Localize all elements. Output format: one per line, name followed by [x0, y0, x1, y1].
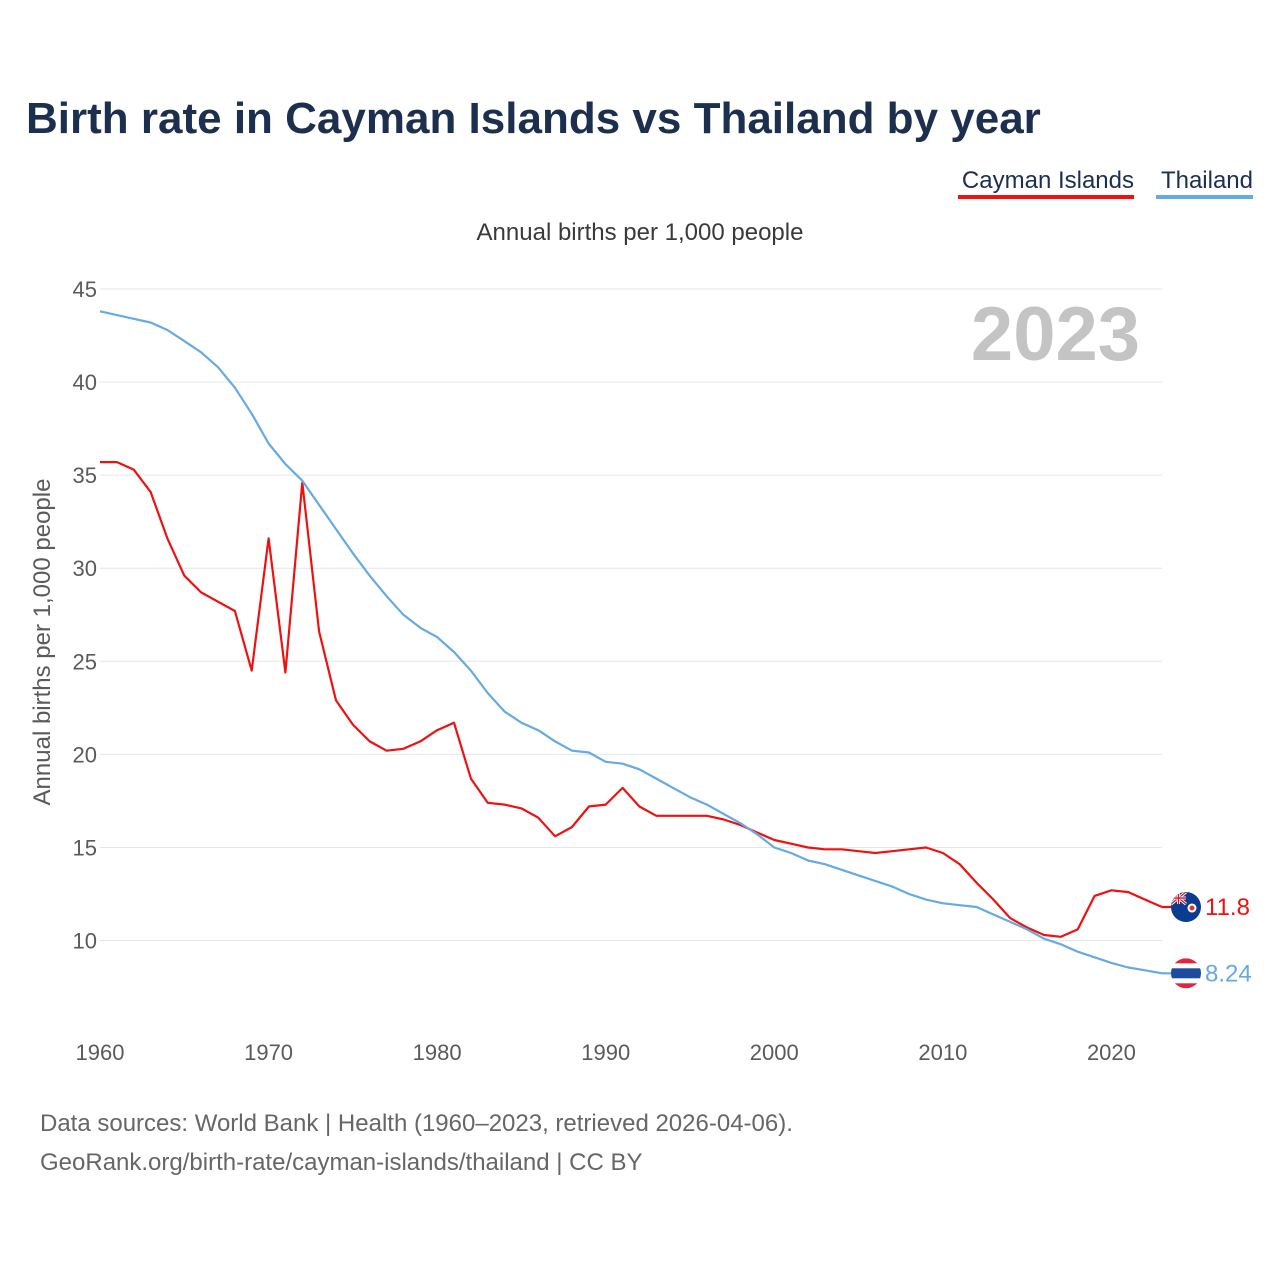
end-value-label-cayman-islands: 11.8	[1205, 894, 1250, 921]
legend-item-cayman-islands[interactable]: Cayman Islands	[958, 167, 1134, 199]
y-tick-label: 25	[73, 649, 97, 674]
x-tick-label: 2010	[918, 1040, 967, 1065]
series-line-cayman-islands[interactable]	[100, 461, 1163, 938]
current-year-label: 2023	[971, 292, 1140, 377]
x-tick-label: 1970	[244, 1040, 293, 1065]
legend-swatch-thailand	[1156, 195, 1253, 199]
series-lines	[99, 310, 1186, 975]
chart-title: Birth rate in Cayman Islands vs Thailand…	[26, 94, 1041, 143]
y-tick-label: 30	[73, 556, 97, 581]
x-tick-label: 1980	[413, 1040, 462, 1065]
y-tick-label: 10	[73, 929, 97, 954]
legend-label-cayman-islands: Cayman Islands	[962, 167, 1134, 194]
y-tick-label: 35	[73, 463, 97, 488]
x-tick-label: 1960	[76, 1040, 125, 1065]
legend-swatch-cayman-islands	[958, 195, 1134, 199]
thailand-flag-icon	[1171, 958, 1201, 989]
y-tick-label: 45	[73, 277, 97, 302]
y-tick-label: 15	[73, 835, 97, 860]
legend: Cayman Islands Thailand	[958, 167, 1253, 199]
chart-subtitle: Annual births per 1,000 people	[477, 219, 804, 246]
x-axis-ticks: 1960 1970 1980 1990 2000 2010 2020	[76, 1040, 1136, 1065]
end-value-label-thailand: 8.24	[1205, 960, 1252, 987]
y-axis-ticks: 10 15 20 25 30 35 40 45	[73, 277, 97, 954]
series-line-thailand[interactable]	[99, 310, 1163, 975]
y-axis-label: Annual births per 1,000 people	[29, 479, 56, 806]
gridlines	[100, 288, 1162, 942]
legend-label-thailand: Thailand	[1161, 167, 1253, 194]
source-line-1: Data sources: World Bank | Health (1960–…	[40, 1110, 793, 1137]
cayman-islands-flag-icon	[1171, 892, 1201, 923]
source-line-2[interactable]: GeoRank.org/birth-rate/cayman-islands/th…	[40, 1149, 643, 1176]
legend-item-thailand[interactable]: Thailand	[1156, 167, 1253, 199]
x-tick-label: 2000	[750, 1040, 799, 1065]
y-tick-label: 20	[73, 742, 97, 767]
x-tick-label: 1990	[581, 1040, 630, 1065]
y-tick-label: 40	[73, 370, 97, 395]
x-tick-label: 2020	[1087, 1040, 1136, 1065]
